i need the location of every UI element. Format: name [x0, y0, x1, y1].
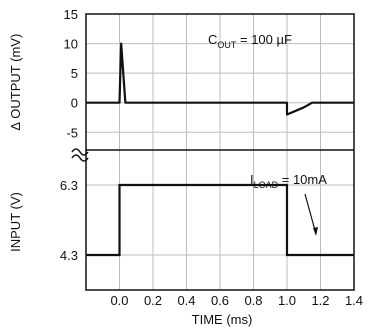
top-y-tick-label: 10: [64, 37, 78, 52]
input-series-line: [86, 183, 354, 257]
top-y-tick-label: 15: [64, 7, 78, 22]
top-y-tick-label: -5: [66, 125, 78, 140]
iload-annotation-prefix: I: [250, 172, 254, 187]
bottom-y-axis-label: INPUT (V): [8, 192, 23, 252]
bottom-y-tick-label: 6.3: [60, 178, 78, 193]
x-tick-label: 1.0: [278, 293, 296, 308]
cout-annotation-prefix: C: [208, 32, 217, 47]
output-series-line: [86, 42, 354, 116]
cout-annotation: COUT = 100 µF: [208, 32, 292, 50]
cout-annotation-suffix: = 100 µF: [236, 32, 292, 47]
cout-annotation-subscript: OUT: [217, 40, 237, 50]
x-tick-label: 1.4: [345, 293, 363, 308]
axis-break-symbol: [71, 148, 89, 162]
top-y-tick-label: 0: [71, 96, 78, 111]
iload-annotation: ILOAD = 10mA: [250, 172, 327, 190]
x-tick-label: 0.8: [244, 293, 262, 308]
iload-annotation-arrowhead: [313, 227, 318, 236]
x-tick-label: 0.0: [110, 293, 128, 308]
iload-annotation-arrow: [304, 193, 317, 235]
bottom-y-tick-label: 4.3: [60, 248, 78, 263]
plot-frame: [85, 13, 355, 291]
x-axis-label: TIME (ms): [192, 312, 253, 327]
iload-annotation-suffix: = 10mA: [278, 172, 327, 187]
tick-layer: 15 10 5 0 -5 6.3 4.3 0.0 0.2 0.4 0.6 0.8 1.0 1.2 1.4: [60, 7, 363, 308]
iload-annotation-subscript: LOAD: [254, 180, 279, 190]
x-tick-label: 0.2: [144, 293, 162, 308]
x-tick-label: 0.4: [177, 293, 195, 308]
x-tick-label: 0.6: [211, 293, 229, 308]
top-y-tick-label: 5: [71, 66, 78, 81]
top-y-axis-label: ∆ OUTPUT (mV): [8, 34, 23, 131]
series-layer: [86, 42, 354, 257]
grid-layer: [86, 14, 354, 290]
x-tick-label: 1.2: [311, 293, 329, 308]
